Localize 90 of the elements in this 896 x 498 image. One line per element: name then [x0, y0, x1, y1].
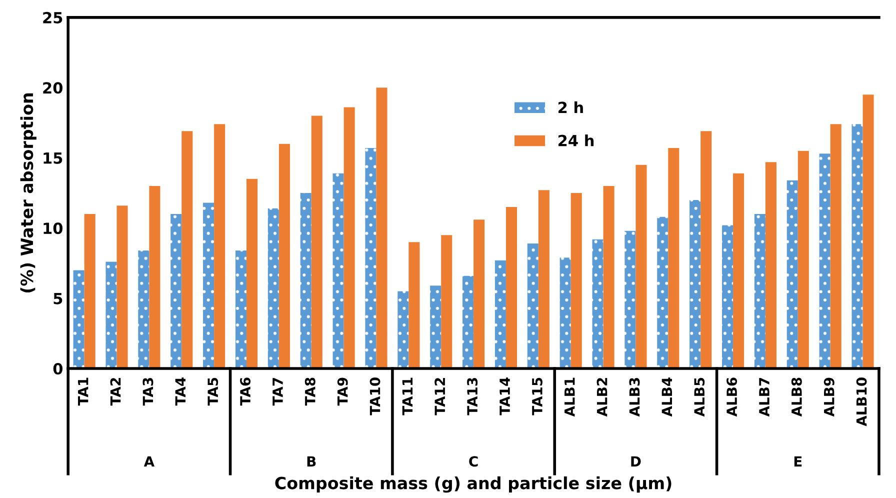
y-tick-label: 0	[53, 362, 63, 375]
bar	[300, 192, 312, 369]
x-tick-label: ALB7	[759, 378, 770, 417]
x-tick-label: ALB5	[694, 378, 705, 417]
bar	[570, 192, 582, 369]
text: D	[631, 456, 641, 466]
bar	[441, 235, 452, 369]
bar	[700, 131, 712, 369]
text: A	[144, 456, 154, 466]
x-tick-label: TA11	[402, 378, 412, 416]
bar	[73, 270, 84, 369]
bar	[560, 258, 571, 369]
bar	[365, 148, 376, 369]
x-tick-label: TA5	[208, 378, 218, 406]
bar	[203, 202, 214, 369]
bar	[408, 242, 420, 369]
x-tick-label: ALB2	[596, 378, 608, 417]
legend-label: 24 h	[558, 134, 594, 146]
bar	[506, 207, 517, 369]
bar	[592, 239, 604, 369]
bar	[538, 190, 550, 369]
bar	[798, 150, 809, 369]
bar	[106, 262, 117, 369]
bar	[754, 214, 766, 369]
x-tick-label: ALB1	[564, 378, 575, 417]
bar	[624, 230, 636, 369]
y-axis-title: (%) Water absorption	[20, 93, 36, 292]
bar	[344, 107, 355, 369]
y-tick-label: 15	[44, 152, 62, 164]
x-tick-label: TA9	[337, 378, 348, 406]
bar	[830, 124, 842, 369]
legend-label: 2 h	[558, 101, 583, 114]
bar	[722, 225, 734, 369]
x-tick-label: TA2	[110, 378, 121, 406]
bar	[462, 276, 474, 369]
text: C	[469, 456, 478, 467]
bar	[398, 291, 409, 369]
bar	[278, 144, 290, 369]
bar	[668, 148, 680, 369]
y-tick-label: 20	[43, 82, 63, 94]
y-tick-label: 10	[44, 222, 63, 234]
bar	[138, 250, 150, 369]
bar	[690, 200, 701, 369]
bar	[235, 250, 246, 369]
x-tick-label: TA14	[500, 377, 510, 416]
x-tick-label: ALB10	[856, 378, 867, 426]
bar	[733, 173, 744, 369]
x-tick-label: TA6	[240, 378, 251, 406]
text: E	[794, 456, 802, 466]
y-tick-label: 5	[54, 292, 62, 304]
bar	[636, 164, 647, 369]
bar	[603, 186, 614, 369]
x-tick-label: ALB9	[824, 378, 834, 417]
x-tick-label: TA3	[142, 378, 154, 406]
bar	[527, 244, 538, 369]
bar	[116, 206, 128, 369]
bar	[786, 180, 798, 369]
x-tick-label: TA15	[532, 378, 542, 416]
x-tick-label: ALB6	[726, 378, 738, 417]
bar	[214, 124, 226, 369]
x-tick-label: TA12	[434, 378, 445, 416]
bar	[149, 186, 160, 369]
text: B	[307, 456, 316, 466]
bar	[765, 162, 776, 369]
bar	[474, 220, 485, 369]
x-tick-label: TA7	[272, 378, 283, 406]
bar	[862, 94, 874, 369]
x-tick-label: TA10	[370, 378, 380, 416]
x-tick-label: ALB8	[791, 378, 802, 417]
bar	[182, 131, 193, 369]
x-tick-label: TA1	[78, 378, 88, 406]
bar	[268, 208, 279, 369]
x-tick-label: TA8	[304, 378, 316, 406]
x-tick-label: ALB3	[629, 378, 640, 417]
bar	[332, 173, 344, 369]
bar	[84, 214, 96, 369]
x-tick-label: ALB4	[662, 377, 672, 417]
bar	[430, 286, 442, 369]
bar	[852, 124, 863, 369]
bar	[311, 116, 322, 369]
x-axis-title: Composite mass (g) and particle size (µm)	[275, 476, 672, 493]
y-tick-label: 25	[43, 12, 62, 24]
bar	[376, 88, 388, 369]
bar	[246, 178, 258, 369]
x-tick-label: TA13	[467, 378, 478, 416]
bar	[657, 216, 668, 369]
bar	[494, 260, 506, 369]
bar	[170, 214, 182, 369]
bar	[819, 154, 830, 369]
x-tick-label: TA4	[175, 377, 186, 406]
